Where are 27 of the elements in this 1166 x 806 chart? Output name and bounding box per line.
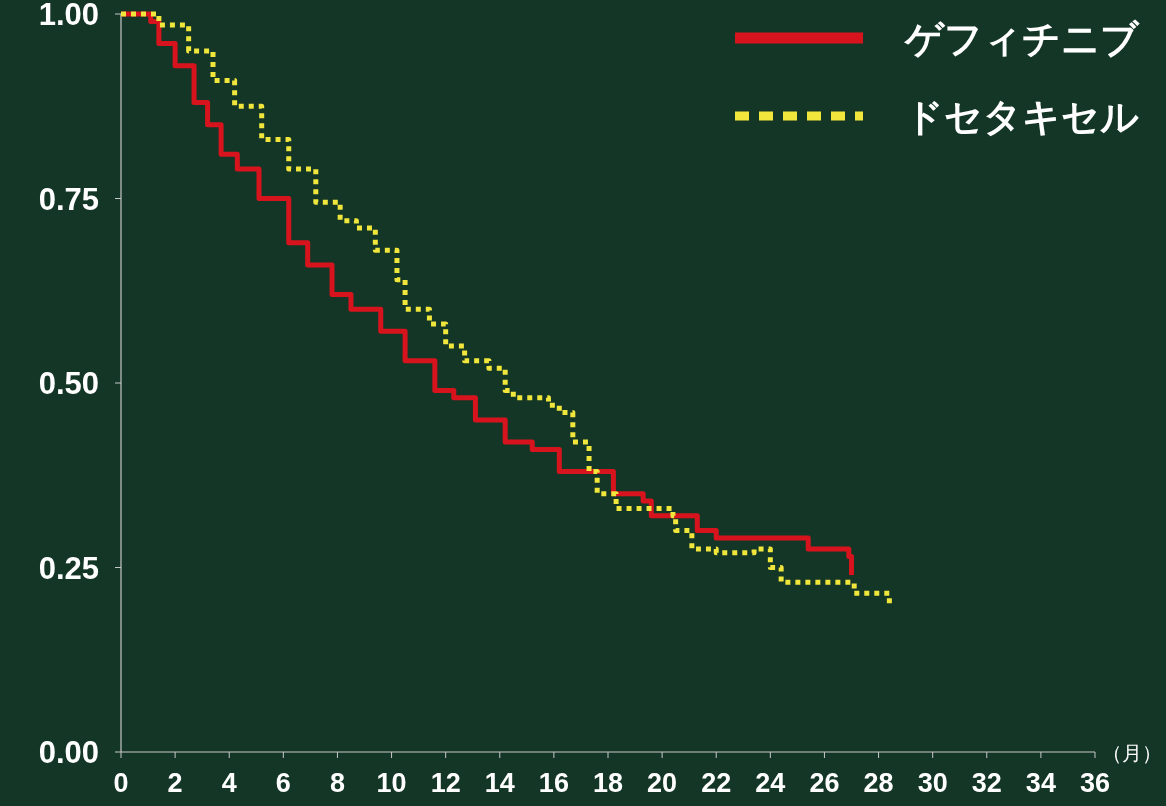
x-tick-label: 28 [863, 768, 894, 798]
legend-label: ドセタキセル [905, 95, 1139, 139]
x-tick-label: 10 [376, 768, 407, 798]
x-tick-label: 2 [167, 768, 183, 798]
x-tick-label: 32 [971, 768, 1002, 798]
x-tick-label: 24 [755, 768, 786, 798]
x-tick-label: 30 [917, 768, 948, 798]
x-tick-label: 26 [809, 768, 840, 798]
x-tick-label: 14 [484, 768, 515, 798]
x-tick-label: 20 [647, 768, 678, 798]
x-tick-label: 18 [592, 768, 624, 798]
x-axis-title: （月） [1102, 741, 1162, 765]
x-tick-label: 34 [1025, 768, 1056, 798]
x-tick-label: 0 [113, 768, 129, 798]
y-tick-label: 0.75 [38, 181, 99, 217]
x-tick-label: 16 [538, 768, 569, 798]
y-tick-label: 0.25 [38, 550, 99, 586]
x-tick-label: 6 [275, 768, 291, 798]
x-tick-label: 12 [430, 768, 461, 798]
x-tick-label: 8 [329, 768, 345, 798]
y-tick-label: 0.50 [38, 366, 99, 401]
x-tick-label: 36 [1079, 768, 1111, 798]
y-tick-label: 1.00 [38, 0, 99, 32]
legend-label: ゲフィチニブ [903, 17, 1140, 61]
x-tick-label: 22 [701, 768, 732, 798]
x-tick-label: 4 [221, 768, 237, 798]
y-tick-label: 0.00 [38, 735, 99, 770]
